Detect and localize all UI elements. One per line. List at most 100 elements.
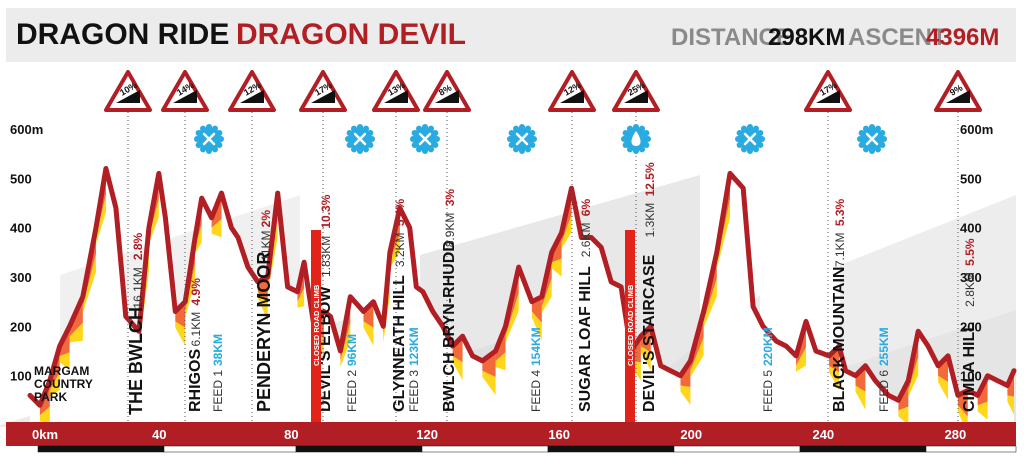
climb-facet-highlight <box>898 406 909 425</box>
feed-label: FEED 1 38KM <box>211 334 225 412</box>
scale-bar-segment <box>925 445 1017 453</box>
climb-facet-highlight <box>505 293 519 343</box>
gradient-sign: 12% <box>548 70 596 112</box>
climb-facet <box>363 301 374 328</box>
climb-distance: 1.83KM <box>319 236 333 277</box>
scale-bar-segment <box>421 445 549 453</box>
scale-bar-segment <box>295 445 423 453</box>
x-tick-label: 40 <box>152 427 166 442</box>
feed-name: FEED 5 <box>761 370 775 412</box>
climb-facet <box>257 277 268 303</box>
x-tick-label: 240 <box>812 427 834 442</box>
drop-glyph <box>631 131 641 146</box>
cross-icon <box>194 124 224 154</box>
climb-facet-highlight <box>211 219 222 238</box>
climb-name: THE BWLCH <box>126 307 146 415</box>
closed-road-climb-bar: CLOSED ROAD CLIMB <box>625 230 635 422</box>
climb-name: PARK <box>34 390 67 404</box>
climb-facet-highlight <box>297 288 305 308</box>
climb-name: BLACK MOUNTAIN <box>831 267 848 412</box>
ascent-value: 4396M <box>926 24 1000 51</box>
climb-facet-highlight <box>495 352 506 371</box>
gradient-sign-slope <box>816 90 840 103</box>
y-tick-label-right: 500 <box>960 171 982 186</box>
title-main: DRAGON RIDE <box>16 18 230 51</box>
climb-facet-highlight <box>541 278 552 313</box>
climb-distance: 8.9KM <box>443 213 457 248</box>
climb-distance: 2.6KM <box>579 223 593 258</box>
climb-gradient: 5.4% <box>393 198 407 226</box>
climb-facet-highlight <box>482 370 496 395</box>
climb-facet-highlight <box>551 258 562 277</box>
climb-facet-highlight <box>640 346 651 371</box>
climb-facet-highlight <box>185 263 196 318</box>
climb-facet-highlight <box>977 401 988 420</box>
gradient-sign-slope <box>240 90 264 103</box>
y-tick-label-left: 400 <box>10 221 32 236</box>
climb-facet-highlight <box>938 375 948 400</box>
climb-name: GLYNNEATH HILL <box>391 275 408 412</box>
header-bar: DRAGON RIDE DRAGON DEVIL DISTANCE 298KM … <box>6 8 1016 62</box>
feed-name: FEED 2 <box>345 370 359 412</box>
feed-name: FEED 3 <box>407 370 421 412</box>
climb-name: BWLCH BRYN-RHUDD <box>441 240 458 412</box>
gradient-sign-slope <box>116 90 140 103</box>
climb-distance: 11KM <box>259 230 273 260</box>
scale-bar-segment <box>673 445 801 453</box>
distance-value: 298KM <box>768 24 846 51</box>
cross-icon <box>857 124 887 154</box>
climb-facet-highlight <box>1007 395 1014 415</box>
climb-facet-highlight <box>59 352 70 371</box>
climb-facet-highlight <box>82 253 97 313</box>
climb-label: GLYNNEATH HILL 3.2KM 5.4% <box>391 198 408 412</box>
ascent-label: ASCENT <box>848 24 947 51</box>
distance-label: DISTANCE <box>671 24 792 51</box>
climb-gradient: 3% <box>443 189 457 207</box>
climb-name: COUNTRY <box>34 377 93 391</box>
climb-facet <box>640 326 651 353</box>
climb-facet-highlight <box>829 365 839 391</box>
climb-facet-highlight <box>561 214 572 249</box>
climb-facet-highlight <box>531 311 542 341</box>
closed-road-bar <box>625 230 635 422</box>
closed-road-label: CLOSED ROAD CLIMB <box>626 284 635 366</box>
climb-name: SUGAR LOAF HILL <box>577 266 594 412</box>
climb-facet-highlight <box>389 233 400 269</box>
climb-facet-highlight <box>340 322 351 367</box>
climb-facet-highlight <box>148 199 159 244</box>
climb-gradient: 2% <box>259 210 273 228</box>
climb-facet-highlight <box>908 357 919 397</box>
gradient-sign: 9% <box>934 70 982 112</box>
climb-gradient: 4.9% <box>189 278 203 306</box>
climb-gradient: 10.3% <box>319 194 333 228</box>
gradient-sign-slope <box>560 90 584 103</box>
scale-bar-segment <box>547 445 675 453</box>
climb-gradient: 5.3% <box>833 198 847 226</box>
climb-distance: 1.3KM <box>643 203 657 238</box>
climb-facet-highlight <box>680 385 691 405</box>
gradient-sign: 17% <box>299 70 347 112</box>
title-accent: DRAGON DEVIL <box>236 18 467 51</box>
climb-distance: 2.8KM <box>963 272 977 307</box>
climb-name: DEVIL'S STAIRCASE <box>641 254 658 412</box>
feed-distance: 96KM <box>345 334 359 366</box>
climb-facet <box>829 346 839 373</box>
closed-road-label: CLOSED ROAD CLIMB <box>312 284 321 366</box>
climb-gradient: 12.5% <box>643 162 657 196</box>
x-tick-label: 80 <box>284 427 298 442</box>
water-drop-icon <box>621 124 651 154</box>
closed-road-climb-bar: CLOSED ROAD CLIMB <box>311 230 321 422</box>
climb-facet-highlight <box>96 194 106 244</box>
climb-gradient: 6% <box>579 199 593 217</box>
climb-distance: 16.1KM <box>131 267 145 308</box>
y-tick-label-right: 400 <box>960 221 982 236</box>
cross-glyph <box>865 132 879 146</box>
climb-facet <box>175 301 186 328</box>
x-tick-label: 200 <box>680 427 702 442</box>
climb-facet-highlight <box>257 291 268 321</box>
cross-icon <box>345 124 375 154</box>
climb-facet-highlight <box>452 356 463 381</box>
climb-distance: 3.2KM <box>393 232 407 267</box>
